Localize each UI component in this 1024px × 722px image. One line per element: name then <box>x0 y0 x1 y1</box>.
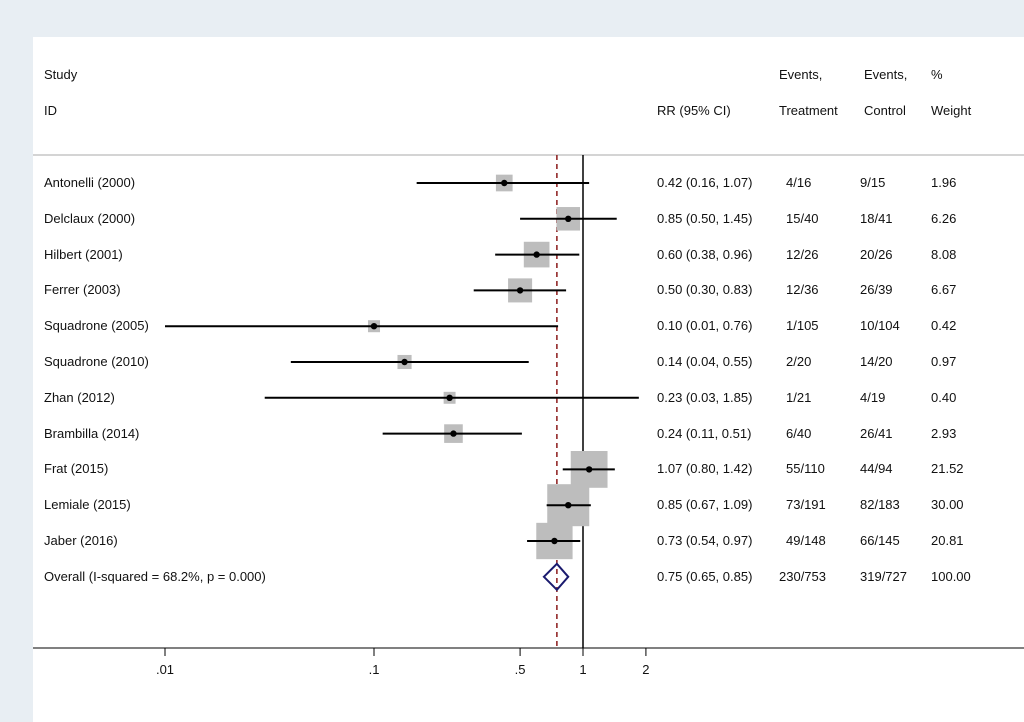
study-name: Ferrer (2003) <box>44 282 121 298</box>
study-rr: 0.14 (0.04, 0.55) <box>657 354 753 369</box>
study-name: Hilbert (2001) <box>44 246 123 262</box>
header-events-t-1: Events, <box>779 67 823 82</box>
study-weight: 0.40 <box>931 389 957 405</box>
study-rr: 0.24 (0.11, 0.51) <box>657 425 752 441</box>
header-study-2: ID <box>44 103 57 118</box>
study-point-estimate <box>501 179 508 187</box>
study-events-control: 10/104 <box>860 318 900 334</box>
study-rr: 1.07 (0.80, 1.42) <box>657 461 753 477</box>
study-rr: 0.60 (0.38, 0.96) <box>657 246 753 262</box>
overall-rr: 0.75 (0.65, 0.85) <box>657 568 753 584</box>
study-events-treatment: 49/148 <box>786 533 826 548</box>
x-tick-label: .01 <box>155 662 175 677</box>
study-events-treatment: 4/16 <box>786 175 812 190</box>
study-events-treatment: 2/20 <box>786 354 812 369</box>
x-tick-label: .1 <box>368 662 380 677</box>
study-events-control: 82/183 <box>860 497 900 513</box>
study-rr: 0.42 (0.16, 1.07) <box>657 175 753 190</box>
study-events-control: 26/39 <box>860 282 893 298</box>
study-weight: 2.93 <box>931 425 957 441</box>
study-rr: 0.85 (0.50, 1.45) <box>657 210 753 226</box>
study-events-treatment: 1/21 <box>786 389 812 405</box>
study-events-treatment: 12/36 <box>786 282 819 298</box>
study-name: Zhan (2012) <box>44 389 115 405</box>
study-rr: 0.23 (0.03, 1.85) <box>657 389 753 405</box>
study-name: Brambilla (2014) <box>44 425 140 441</box>
study-events-treatment: 12/26 <box>786 246 819 262</box>
study-name: Frat (2015) <box>44 461 109 477</box>
header-events-c-1: Events, <box>864 67 908 82</box>
header-rr: RR (95% CI) <box>657 103 731 118</box>
forest-plot-panel <box>33 37 1024 722</box>
study-events-control: 20/26 <box>860 246 893 262</box>
study-weight: 8.08 <box>931 246 957 262</box>
study-events-control: 9/15 <box>860 175 886 190</box>
study-name: Squadrone (2005) <box>44 318 149 334</box>
study-events-control: 26/41 <box>860 425 893 441</box>
study-point-estimate <box>446 394 453 401</box>
study-name: Antonelli (2000) <box>44 175 136 190</box>
overall-weight: 100.00 <box>931 568 971 584</box>
study-events-treatment: 6/40 <box>786 425 812 441</box>
study-weight: 6.67 <box>931 282 957 298</box>
study-weight: 6.26 <box>931 210 957 226</box>
study-events-control: 66/145 <box>860 533 900 548</box>
header-study-1: Study <box>44 67 78 82</box>
study-rr: 0.50 (0.30, 0.83) <box>657 282 753 298</box>
study-rr: 0.10 (0.01, 0.76) <box>657 318 753 334</box>
x-tick-label: 1 <box>579 662 587 677</box>
study-name: Delclaux (2000) <box>44 210 136 226</box>
study-point-estimate <box>565 502 572 509</box>
study-name: Lemiale (2015) <box>44 497 131 513</box>
x-tick-label: .5 <box>514 662 526 677</box>
study-weight: 0.42 <box>931 318 957 334</box>
overall-name: Overall (I-squared = 68.2%, p = 0.000) <box>44 568 266 584</box>
x-tick-label: 2 <box>642 662 650 677</box>
header-weight-1: % <box>931 67 943 82</box>
study-weight: 1.96 <box>931 175 957 190</box>
header-events-c-2: Control <box>864 103 906 118</box>
study-events-treatment: 15/40 <box>786 210 819 226</box>
overall-events-control: 319/727 <box>860 568 907 584</box>
study-events-control: 14/20 <box>860 354 893 369</box>
study-point-estimate <box>565 215 572 222</box>
study-name: Squadrone (2010) <box>44 354 149 369</box>
study-weight: 21.52 <box>931 461 964 477</box>
study-point-estimate <box>516 287 524 294</box>
study-events-treatment: 55/110 <box>786 461 825 477</box>
study-weight: 30.00 <box>931 497 964 513</box>
header-events-t-2: Treatment <box>779 103 838 118</box>
overall-events-treatment: 230/753 <box>779 568 826 584</box>
study-point-estimate <box>401 358 408 366</box>
study-events-control: 4/19 <box>860 389 886 405</box>
header-weight-2: Weight <box>931 103 972 118</box>
study-events-control: 18/41 <box>860 210 893 226</box>
study-point-estimate <box>551 537 558 545</box>
study-events-control: 44/94 <box>860 461 893 477</box>
overall-diamond <box>542 562 570 592</box>
study-rr: 0.73 (0.54, 0.97) <box>657 533 753 548</box>
study-point-estimate <box>585 466 593 473</box>
study-point-estimate <box>370 323 378 330</box>
study-weight: 0.97 <box>931 354 957 369</box>
study-rr: 0.85 (0.67, 1.09) <box>657 497 753 513</box>
study-point-estimate <box>450 430 457 437</box>
study-events-treatment: 1/105 <box>786 318 819 334</box>
study-point-estimate <box>533 251 540 258</box>
study-weight: 20.81 <box>931 533 964 548</box>
study-name: Jaber (2016) <box>44 533 118 548</box>
study-events-treatment: 73/191 <box>786 497 826 513</box>
